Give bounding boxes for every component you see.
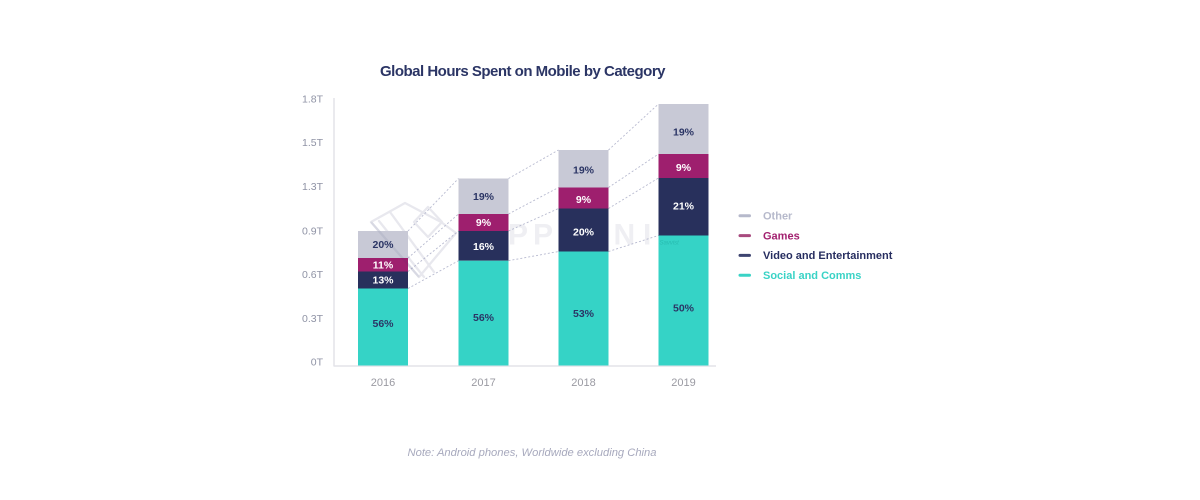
svg-text:20%: 20% — [573, 227, 595, 239]
svg-text:I: I — [643, 219, 651, 252]
svg-text:0.6T: 0.6T — [302, 269, 324, 281]
svg-text:19%: 19% — [473, 191, 495, 203]
svg-text:20%: 20% — [372, 239, 394, 251]
svg-text:2019: 2019 — [671, 377, 695, 389]
svg-text:N: N — [614, 219, 636, 252]
svg-text:Global Hours Spent on Mobile b: Global Hours Spent on Mobile by Category — [380, 63, 666, 80]
svg-text:0.9T: 0.9T — [302, 226, 324, 238]
svg-text:50%: 50% — [673, 303, 695, 315]
svg-text:21%: 21% — [673, 201, 695, 213]
svg-text:9%: 9% — [676, 162, 692, 174]
svg-text:0.3T: 0.3T — [302, 313, 324, 325]
svg-text:19%: 19% — [573, 165, 595, 177]
svg-text:16%: 16% — [473, 241, 495, 253]
svg-text:56%: 56% — [473, 312, 495, 324]
svg-text:2018: 2018 — [571, 377, 595, 389]
svg-text:Note: Android phones, Worldwid: Note: Android phones, Worldwide excludin… — [408, 447, 657, 459]
svg-text:PP: PP — [508, 219, 558, 252]
svg-text:11%: 11% — [373, 259, 394, 271]
svg-text:Games: Games — [763, 230, 800, 242]
svg-text:13%: 13% — [372, 275, 394, 287]
svg-text:1.3T: 1.3T — [302, 181, 324, 193]
svg-text:9%: 9% — [576, 194, 592, 206]
svg-text:Social and Comms: Social and Comms — [763, 270, 861, 282]
svg-text:1.8T: 1.8T — [302, 94, 324, 106]
svg-text:Video and Entertainment: Video and Entertainment — [763, 250, 893, 262]
svg-text:Other: Other — [763, 211, 793, 223]
svg-text:1.5T: 1.5T — [302, 137, 324, 149]
svg-text:19%: 19% — [673, 127, 695, 139]
svg-text:2016: 2016 — [371, 377, 395, 389]
svg-text:56%: 56% — [372, 318, 394, 330]
svg-text:2017: 2017 — [471, 377, 495, 389]
svg-text:Savvist: Savvist — [660, 241, 680, 247]
svg-text:0T: 0T — [311, 357, 324, 369]
svg-text:9%: 9% — [476, 217, 492, 229]
svg-text:53%: 53% — [573, 308, 595, 320]
